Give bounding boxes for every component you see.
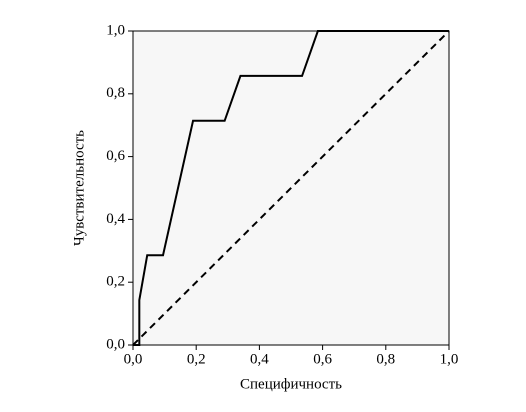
roc-curve bbox=[133, 30, 449, 346]
x-tick-label: 0,8 bbox=[376, 351, 395, 367]
y-tick-label: 0,8 bbox=[106, 85, 125, 101]
y-tick-label: 0,6 bbox=[106, 148, 125, 164]
x-tick-label: 1,0 bbox=[440, 351, 459, 367]
y-tick-label: 0,4 bbox=[106, 211, 125, 227]
reference-line bbox=[132, 30, 450, 346]
x-tick-label: 0,2 bbox=[187, 351, 206, 367]
x-tick-label: 0,6 bbox=[313, 351, 332, 367]
y-tick-label: 1,0 bbox=[106, 22, 125, 38]
y-axis-label: Чувствительность bbox=[71, 130, 87, 246]
y-tick-label: 0,0 bbox=[106, 336, 125, 352]
x-tick-label: 0,4 bbox=[250, 351, 269, 367]
x-axis-label: Специфичность bbox=[240, 376, 342, 392]
y-tick-label: 0,2 bbox=[106, 274, 125, 290]
x-tick-label: 0,0 bbox=[124, 351, 143, 367]
